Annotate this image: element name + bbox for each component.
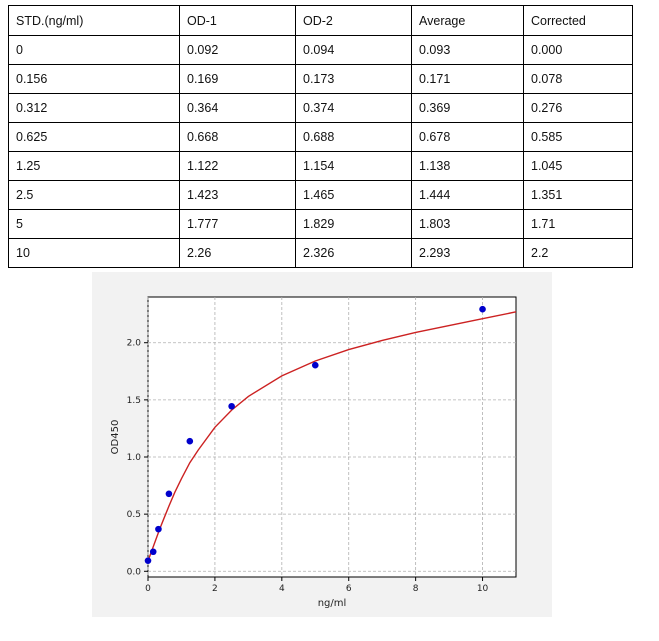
table-cell: 0.625 — [8, 122, 180, 152]
table-cell: 1.138 — [411, 151, 524, 181]
table-cell: 0.312 — [8, 93, 180, 123]
table-cell: 2.293 — [411, 238, 524, 268]
table-row: 2.5 1.423 1.465 1.444 1.351 — [8, 180, 633, 210]
plot-area — [147, 296, 517, 578]
table-cell: 1.045 — [523, 151, 633, 181]
table-cell: 0.668 — [179, 122, 296, 152]
axis-ticks: 0 2 4 6 8 10 0.0 0.5 1.0 1.5 2.0 — [127, 339, 489, 594]
table-row: 0.156 0.169 0.173 0.171 0.078 — [8, 64, 633, 94]
table-cell: 0.092 — [179, 35, 296, 65]
data-point — [144, 557, 152, 564]
y-tick-label: 0.0 — [127, 567, 142, 577]
data-point — [228, 402, 235, 410]
table-header-cell: Corrected — [523, 5, 633, 36]
table-cell: 2.5 — [8, 180, 180, 210]
table-cell: 0.276 — [523, 93, 633, 123]
table-cell: 1.25 — [8, 151, 180, 181]
table-header-cell: OD-1 — [179, 5, 296, 36]
table-cell: 0.369 — [411, 93, 524, 123]
table-cell: 1.444 — [411, 180, 524, 210]
table-row: 5 1.777 1.829 1.803 1.71 — [8, 209, 633, 239]
x-tick-label: 8 — [413, 584, 419, 594]
table-cell: 0.093 — [411, 35, 524, 65]
chart-svg: 0 2 4 6 8 10 0.0 0.5 1.0 1.5 2.0 ng/ml OD450 — [110, 296, 517, 609]
table-cell: 0.000 — [523, 35, 633, 65]
table-cell: 1.423 — [179, 180, 296, 210]
grid-lines — [147, 297, 516, 577]
table-cell: 1.465 — [295, 180, 412, 210]
standard-curve-table: STD.(ng/ml) OD-1 OD-2 Average Corrected 0 0.09… — [8, 5, 633, 268]
table-cell: 1.803 — [411, 209, 524, 239]
table-cell: 10 — [8, 238, 180, 268]
table-cell: 0.171 — [411, 64, 524, 94]
table-cell: 1.777 — [179, 209, 296, 239]
table-cell: 1.122 — [179, 151, 296, 181]
table-cell: 0.094 — [295, 35, 412, 65]
y-tick-label: 1.0 — [127, 453, 142, 463]
x-axis-label: ng/ml — [318, 598, 347, 609]
table-cell: 2.2 — [523, 238, 633, 268]
fit-curve — [147, 311, 517, 562]
data-point — [165, 490, 173, 498]
x-tick-label: 0 — [145, 584, 151, 594]
table-cell: 0.585 — [523, 122, 633, 152]
data-point — [149, 548, 157, 556]
table-cell: 1.154 — [295, 151, 412, 181]
y-tick-label: 0.5 — [127, 510, 141, 520]
table-row: 0.312 0.364 0.374 0.369 0.276 — [8, 93, 633, 123]
table-cell: 0 — [8, 35, 180, 65]
table-cell: 0.156 — [8, 64, 180, 94]
table-cell: 0.173 — [295, 64, 412, 94]
x-tick-label: 2 — [212, 584, 218, 594]
standard-curve-chart: 0 2 4 6 8 10 0.0 0.5 1.0 1.5 2.0 ng/ml OD450 — [92, 272, 552, 617]
table-header-row: STD.(ng/ml) OD-1 OD-2 Average Corrected — [8, 5, 633, 36]
data-point — [311, 361, 319, 369]
y-axis-label: OD450 — [110, 420, 121, 455]
x-tick-label: 10 — [477, 584, 489, 594]
table-cell: 0.169 — [179, 64, 296, 94]
table-cell: 1.351 — [523, 180, 633, 210]
data-point — [155, 525, 162, 533]
table-header-cell: STD.(ng/ml) — [8, 5, 180, 36]
data-point — [479, 305, 486, 313]
table-cell: 1.829 — [295, 209, 412, 239]
table-row: 10 2.26 2.326 2.293 2.2 — [8, 238, 633, 268]
table-cell: 2.326 — [295, 238, 412, 268]
table-header-cell: OD-2 — [295, 5, 412, 36]
table-cell: 2.26 — [179, 238, 296, 268]
x-tick-label: 4 — [279, 584, 285, 594]
table-cell: 5 — [8, 209, 180, 239]
fit-curve-layer — [147, 311, 517, 562]
table-cell: 1.71 — [523, 209, 633, 239]
table-cell: 0.688 — [295, 122, 412, 152]
y-tick-label: 2.0 — [127, 339, 142, 349]
table-cell: 0.678 — [411, 122, 524, 152]
table-row: 0 0.092 0.094 0.093 0.000 — [8, 35, 633, 65]
table-cell: 0.364 — [179, 93, 296, 123]
x-tick-label: 6 — [346, 584, 352, 594]
table-cell: 0.078 — [523, 64, 633, 94]
table-header-cell: Average — [411, 5, 524, 36]
data-point — [186, 437, 194, 445]
y-tick-label: 1.5 — [127, 396, 141, 406]
table-row: 1.25 1.122 1.154 1.138 1.045 — [8, 151, 633, 181]
table-row: 0.625 0.668 0.688 0.678 0.585 — [8, 122, 633, 152]
table-cell: 0.374 — [295, 93, 412, 123]
data-points-layer — [144, 305, 486, 564]
